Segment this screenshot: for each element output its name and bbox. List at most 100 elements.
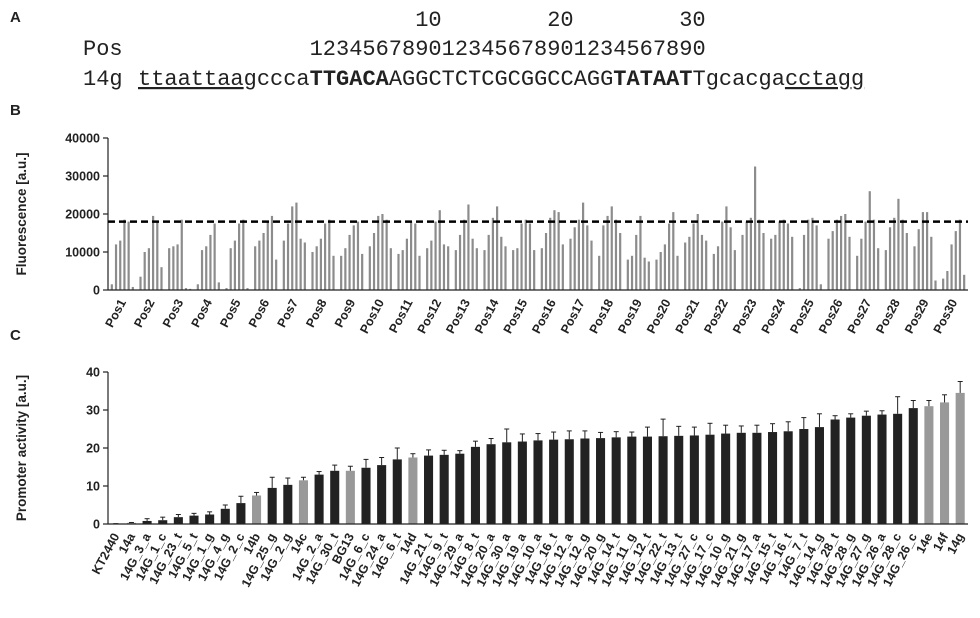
- bar: [442, 244, 446, 290]
- bar: [528, 223, 532, 290]
- bar: [540, 248, 543, 290]
- bar: [180, 219, 183, 290]
- bar: [410, 221, 413, 290]
- bar: [856, 255, 859, 290]
- bar: [692, 223, 695, 290]
- bar: [955, 392, 965, 524]
- bar: [602, 225, 605, 290]
- bar: [689, 435, 699, 524]
- bar: [491, 217, 494, 290]
- bar: [533, 250, 536, 290]
- bar: [684, 242, 687, 290]
- bar: [173, 517, 183, 524]
- x-tick-label: Pos23: [730, 297, 760, 336]
- bar: [549, 217, 552, 290]
- bar: [658, 436, 668, 524]
- bar: [614, 219, 618, 290]
- x-tick-label: 14g: [944, 531, 966, 557]
- bar: [127, 221, 130, 290]
- y-axis-label: Promoter activity [a.u.]: [14, 375, 29, 521]
- bar: [940, 402, 950, 524]
- bar: [736, 432, 746, 524]
- x-tick-label: Pos19: [615, 297, 645, 336]
- bar: [123, 219, 126, 290]
- x-tick-label: Pos25: [787, 297, 817, 336]
- bar: [647, 261, 650, 290]
- bar: [544, 233, 548, 290]
- bar: [626, 259, 629, 290]
- x-tick-label: Pos7: [275, 297, 301, 330]
- x-tick-label: Pos29: [902, 297, 932, 336]
- bar: [324, 223, 327, 290]
- bar: [811, 217, 814, 290]
- bar: [209, 234, 212, 290]
- bar: [361, 467, 371, 524]
- bar: [315, 246, 318, 290]
- bar: [848, 236, 851, 290]
- bar: [861, 415, 871, 524]
- bar: [262, 233, 265, 290]
- bar: [330, 470, 340, 524]
- x-tick-label: Pos26: [816, 297, 846, 336]
- bar: [840, 215, 843, 290]
- bar: [475, 248, 478, 290]
- bar: [807, 219, 810, 290]
- bar: [348, 234, 351, 290]
- bar: [716, 246, 720, 290]
- x-tick-label: Pos17: [558, 297, 588, 336]
- x-tick-label: Pos10: [357, 297, 387, 336]
- bar: [864, 221, 867, 290]
- bar: [205, 514, 215, 524]
- construct-name: 14g: [83, 67, 123, 92]
- x-tick-label: Pos13: [443, 297, 473, 336]
- bar: [888, 227, 892, 290]
- bar: [434, 221, 437, 290]
- ruler-name: Pos: [83, 37, 123, 62]
- bar: [954, 231, 957, 290]
- x-tick-label: Pos12: [415, 297, 445, 336]
- bar: [139, 276, 142, 290]
- bar: [176, 244, 179, 290]
- bar: [860, 238, 863, 290]
- bar: [643, 257, 646, 290]
- bar: [238, 223, 241, 290]
- bar: [561, 244, 564, 290]
- bar: [611, 437, 621, 524]
- bar: [345, 470, 355, 524]
- bar: [630, 255, 634, 290]
- bar: [712, 253, 715, 290]
- x-tick-label: Pos3: [160, 297, 186, 330]
- x-tick-label: Pos4: [189, 297, 215, 330]
- bar: [768, 432, 778, 524]
- ruler-tick: 30: [679, 8, 705, 33]
- bar: [252, 495, 262, 524]
- bar: [815, 225, 818, 290]
- bar: [172, 246, 175, 290]
- bar: [242, 219, 245, 290]
- bar: [397, 253, 400, 290]
- bar: [564, 439, 574, 524]
- bar: [270, 215, 274, 290]
- bar: [672, 212, 675, 290]
- bar: [340, 255, 343, 290]
- bar: [770, 238, 773, 290]
- bar: [377, 215, 380, 290]
- bar: [200, 250, 204, 290]
- x-tick-label: Pos11: [386, 297, 415, 336]
- x-tick-label: Pos14: [472, 297, 502, 336]
- sequence-segment: Tgcacga: [693, 67, 785, 92]
- bar: [917, 229, 920, 290]
- bar: [424, 455, 434, 524]
- bar: [884, 250, 887, 290]
- bar: [189, 515, 199, 524]
- x-tick-label: Pos27: [845, 297, 875, 336]
- bar: [533, 440, 543, 524]
- bar: [741, 234, 744, 290]
- bar: [799, 429, 809, 524]
- bar: [635, 234, 638, 290]
- bar: [642, 436, 652, 524]
- y-tick-label: 10: [86, 480, 100, 494]
- x-tick-label: Pos5: [217, 297, 243, 330]
- x-tick-label: Pos6: [246, 297, 272, 330]
- bar: [401, 250, 404, 290]
